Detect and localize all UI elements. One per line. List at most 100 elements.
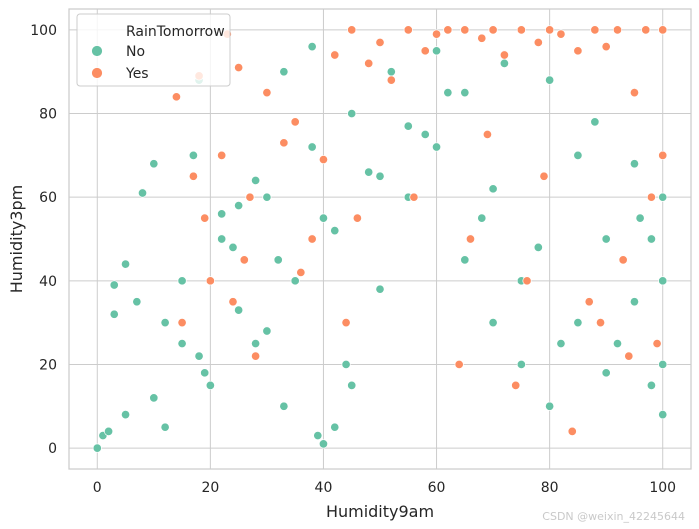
- data-point-yes: [516, 25, 526, 35]
- data-point-no: [573, 150, 583, 160]
- legend-label-yes: Yes: [125, 66, 149, 82]
- data-point-no: [262, 192, 272, 202]
- data-point-yes: [556, 29, 566, 39]
- data-point-yes: [375, 37, 385, 48]
- data-point-no: [318, 213, 329, 223]
- data-point-no: [443, 88, 453, 98]
- data-point-no: [228, 242, 238, 252]
- data-point-no: [545, 401, 555, 411]
- data-point-yes: [352, 213, 362, 223]
- data-point-yes: [488, 25, 498, 35]
- data-point-no: [290, 276, 300, 286]
- data-point-yes: [601, 42, 611, 52]
- data-point-no: [646, 234, 656, 244]
- data-point-yes: [658, 150, 668, 160]
- data-point-no: [460, 255, 470, 265]
- data-point-no: [160, 318, 170, 328]
- data-point-yes: [652, 338, 662, 349]
- data-point-yes: [646, 192, 656, 202]
- data-point-no: [200, 368, 210, 378]
- data-point-yes: [290, 117, 300, 127]
- x-tick-label: 60: [428, 480, 446, 496]
- data-point-yes: [239, 255, 249, 265]
- data-point-yes: [624, 351, 634, 361]
- data-point-yes: [200, 213, 210, 223]
- data-point-no: [403, 121, 413, 131]
- data-point-yes: [595, 318, 606, 328]
- data-point-no: [217, 234, 227, 244]
- y-tick-label: 80: [39, 107, 57, 123]
- legend-marker-no: [91, 45, 103, 57]
- data-point-yes: [217, 150, 227, 160]
- data-point-no: [177, 338, 187, 349]
- data-point-no: [629, 159, 640, 169]
- data-point-no: [92, 443, 102, 453]
- data-point-no: [234, 200, 244, 211]
- data-point-no: [629, 297, 640, 307]
- data-point-no: [612, 338, 623, 349]
- data-point-yes: [573, 46, 583, 56]
- data-point-yes: [533, 37, 543, 48]
- data-point-yes: [482, 129, 492, 140]
- x-tick-label: 40: [315, 480, 333, 496]
- data-point-no: [573, 318, 583, 328]
- data-point-yes: [420, 46, 430, 56]
- legend-marker-yes: [91, 67, 103, 79]
- data-point-yes: [522, 276, 532, 286]
- data-point-no: [160, 422, 170, 432]
- data-point-no: [217, 209, 227, 219]
- data-point-no: [251, 338, 261, 349]
- data-point-yes: [403, 25, 413, 35]
- data-point-no: [109, 280, 119, 290]
- data-point-no: [499, 58, 509, 68]
- y-axis-label: Humidity3pm: [7, 185, 26, 293]
- data-point-no: [330, 422, 340, 432]
- data-point-yes: [454, 359, 464, 370]
- data-point-no: [658, 192, 668, 202]
- data-point-no: [590, 117, 600, 127]
- data-point-yes: [307, 234, 317, 244]
- x-tick-label: 100: [649, 480, 676, 496]
- data-point-no: [307, 142, 317, 152]
- data-point-no: [375, 284, 385, 294]
- legend-box: [76, 13, 231, 87]
- data-point-no: [601, 368, 611, 378]
- data-point-no: [646, 380, 656, 390]
- data-point-no: [279, 67, 289, 77]
- data-point-no: [477, 213, 487, 223]
- data-point-yes: [539, 171, 549, 181]
- data-point-no: [431, 142, 442, 152]
- data-point-no: [205, 380, 215, 390]
- data-point-yes: [465, 234, 476, 244]
- data-point-no: [386, 67, 396, 77]
- data-point-yes: [629, 88, 640, 98]
- data-point-yes: [511, 380, 521, 390]
- data-point-no: [194, 351, 204, 361]
- data-point-no: [488, 184, 498, 194]
- data-point-yes: [245, 192, 255, 202]
- data-point-no: [251, 175, 261, 186]
- data-point-yes: [658, 25, 668, 35]
- data-point-yes: [177, 318, 187, 328]
- data-point-no: [262, 326, 272, 336]
- data-point-no: [601, 234, 611, 244]
- data-point-yes: [279, 138, 289, 148]
- data-point-no: [234, 305, 244, 315]
- data-point-no: [330, 226, 340, 236]
- data-point-yes: [318, 154, 329, 165]
- data-point-no: [149, 159, 159, 169]
- data-point-no: [516, 359, 526, 370]
- x-tick-label: 80: [541, 480, 559, 496]
- data-point-yes: [364, 58, 374, 68]
- data-point-yes: [347, 25, 357, 35]
- x-axis-label: Humidity9am: [326, 502, 434, 521]
- data-point-no: [460, 88, 470, 98]
- data-point-yes: [409, 192, 419, 202]
- data-point-no: [658, 276, 668, 286]
- data-point-no: [431, 46, 442, 56]
- legend-label-no: No: [126, 44, 145, 60]
- data-point-no: [109, 309, 119, 319]
- data-point-yes: [262, 88, 272, 98]
- data-point-yes: [251, 351, 261, 361]
- data-point-yes: [641, 25, 651, 35]
